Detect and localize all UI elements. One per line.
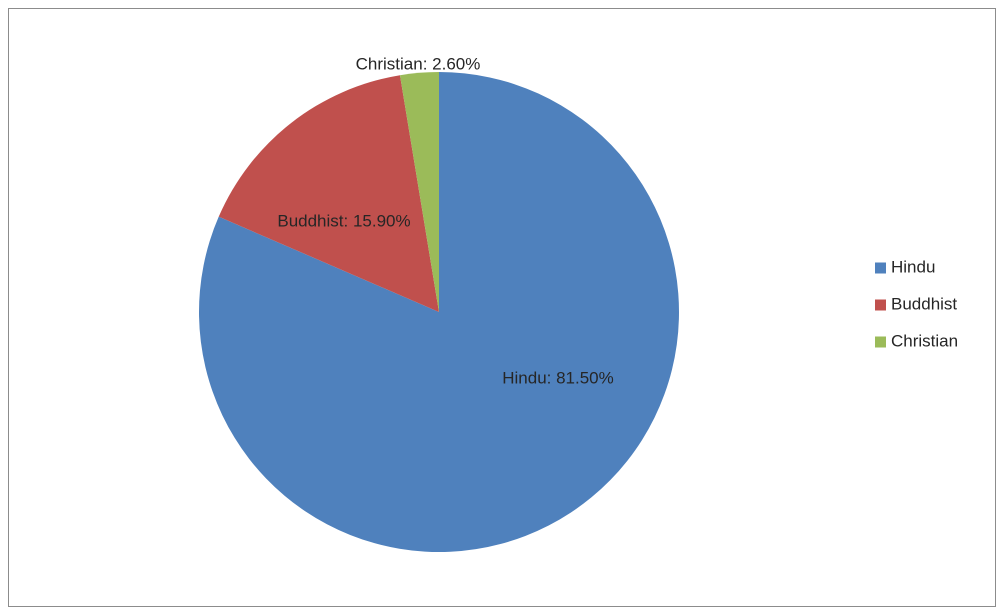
data-label-buddhist: Buddhist: 15.90% [277, 211, 410, 230]
data-labels: Hindu: 81.50% Buddhist: 15.90% Christian: … [277, 54, 613, 387]
legend-swatch-hindu [875, 262, 886, 274]
legend-label-buddhist: Buddhist [891, 294, 957, 313]
pie-chart: Hindu: 81.50% Buddhist: 15.90% Christian: … [198, 54, 958, 552]
data-label-hindu: Hindu: 81.50% [502, 368, 614, 387]
pie-slice-buddhist [218, 75, 439, 312]
legend-label-hindu: Hindu [891, 257, 935, 276]
pie-slice-christian [399, 72, 439, 312]
legend-swatch-christian [875, 336, 886, 348]
data-label-christian: Christian: 2.60% [356, 54, 481, 73]
pie-slices [198, 72, 679, 552]
legend-label-christian: Christian [891, 331, 958, 350]
legend: Hindu Buddhist Christian [875, 257, 958, 350]
pie-slice-hindu [198, 72, 679, 552]
legend-swatch-buddhist [875, 299, 886, 311]
chart-frame: Hindu: 81.50% Buddhist: 15.90% Christian: … [8, 8, 996, 607]
